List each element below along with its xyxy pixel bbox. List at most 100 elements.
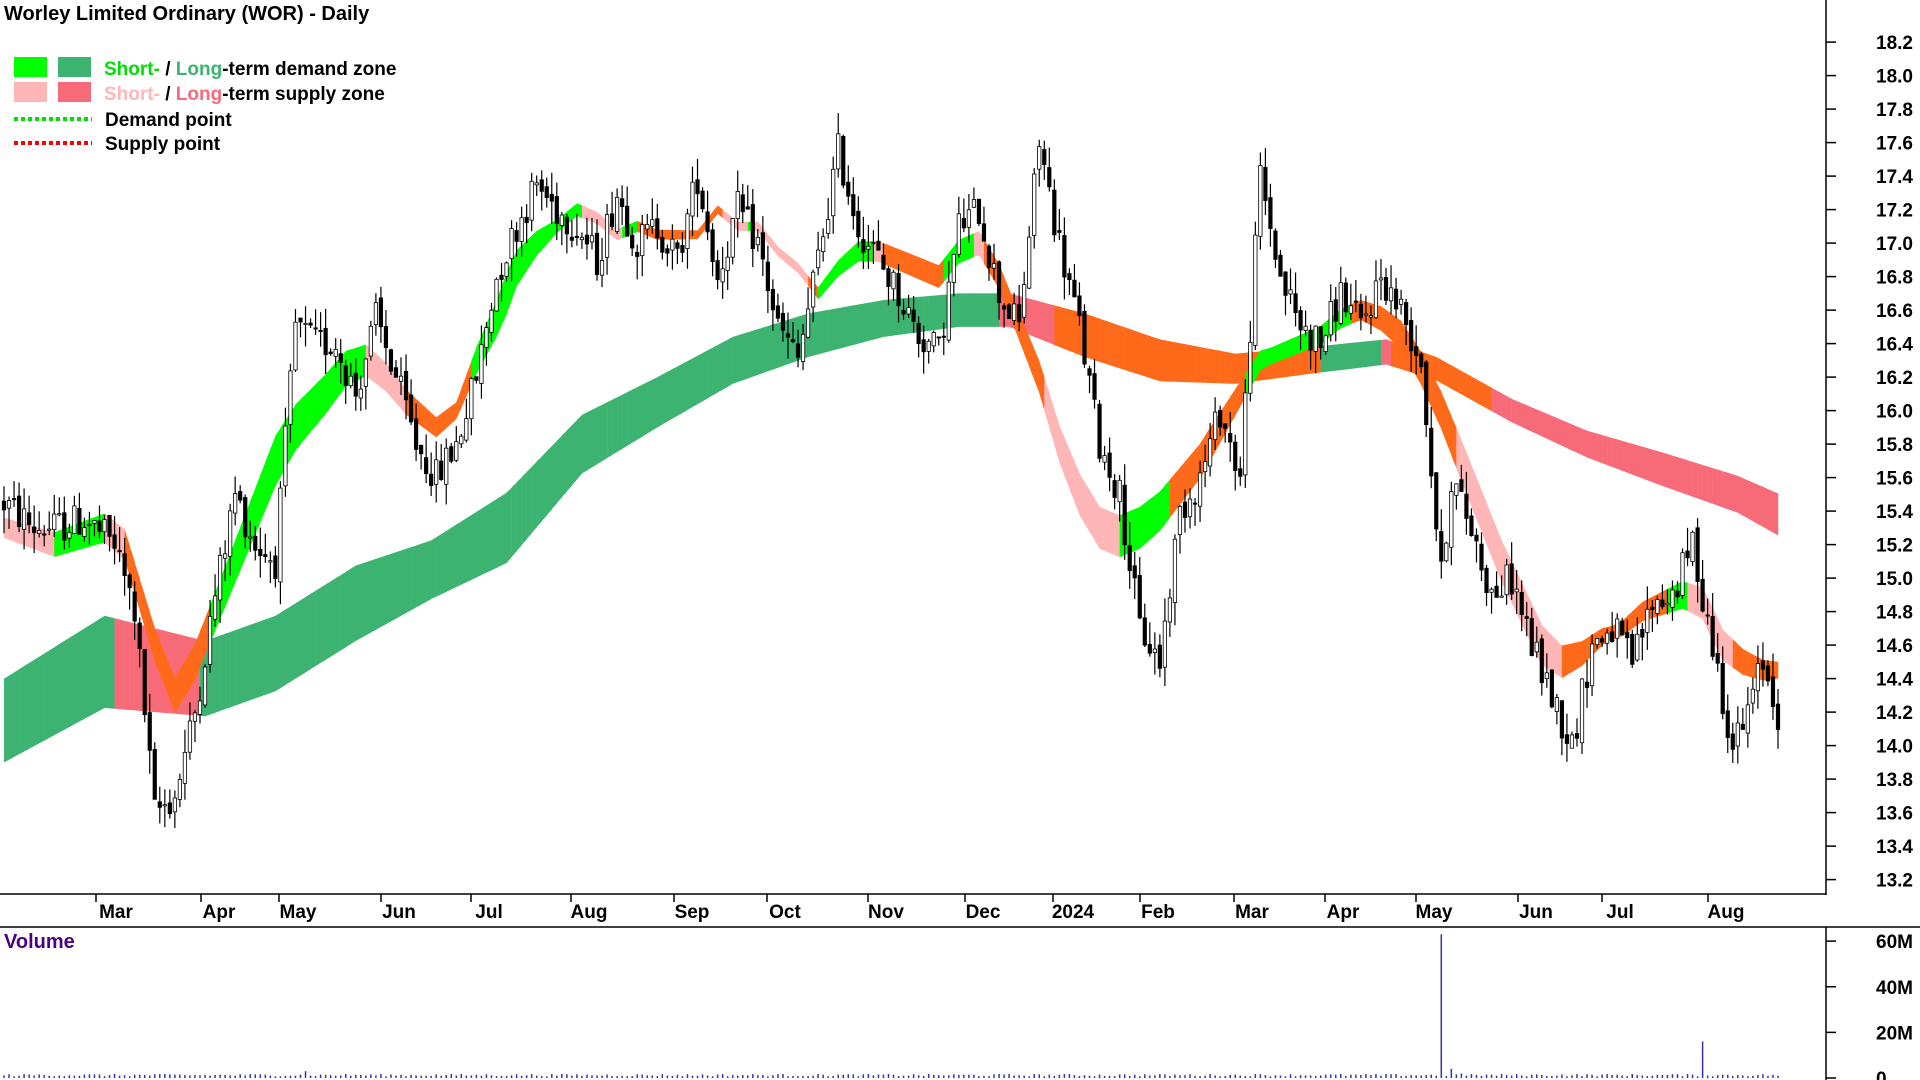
short-zone-segment xyxy=(300,394,306,445)
candle-body xyxy=(127,574,132,589)
candle-body xyxy=(1298,310,1303,331)
candle-body xyxy=(630,234,635,249)
short-zone-segment xyxy=(1139,503,1146,549)
candle-body xyxy=(886,268,891,287)
price-tick-label: 15.8 xyxy=(1876,435,1913,456)
candle-body xyxy=(429,473,434,487)
long-zone-segment xyxy=(1732,474,1739,513)
candle-body xyxy=(1424,361,1429,426)
price-tick-label: 15.2 xyxy=(1876,536,1913,557)
candle-body xyxy=(1469,515,1474,536)
long-zone-segment xyxy=(250,622,256,701)
candle-body xyxy=(1283,271,1288,296)
short-zone-segment xyxy=(1496,527,1502,583)
price-tick-label: 14.8 xyxy=(1876,603,1913,624)
month-label: Jun xyxy=(1519,902,1553,923)
short-zone-segment xyxy=(421,403,427,430)
legend-swatch-long-supply xyxy=(58,82,91,102)
short-zone-segment xyxy=(1149,495,1156,540)
candle-body xyxy=(358,388,363,399)
candle-body xyxy=(1062,235,1067,278)
price-tick-label: 16.4 xyxy=(1876,335,1913,356)
candle-body xyxy=(1620,620,1625,636)
price-tick-label: 16.0 xyxy=(1876,402,1913,423)
candle-body xyxy=(906,307,911,315)
short-zone-segment xyxy=(1576,641,1583,669)
long-zone-segment xyxy=(129,622,135,711)
long-zone-segment xyxy=(737,333,743,383)
short-zone-segment xyxy=(1441,391,1447,443)
candle-body xyxy=(1514,588,1519,593)
candle-body xyxy=(720,268,725,283)
long-zone-segment xyxy=(350,565,357,645)
long-zone-segment xyxy=(1632,443,1638,477)
short-zone-segment xyxy=(426,408,432,434)
candle-body xyxy=(1278,254,1283,277)
long-zone-segment xyxy=(406,547,412,613)
candle-body xyxy=(876,240,881,251)
long-zone-segment xyxy=(1662,452,1668,488)
long-zone-segment xyxy=(873,300,879,340)
long-zone-segment xyxy=(928,295,934,331)
long-zone-segment xyxy=(1491,387,1497,414)
candle-body xyxy=(1067,273,1072,281)
candle-body xyxy=(695,179,700,195)
candle-body xyxy=(1197,472,1203,507)
candle-body xyxy=(117,550,122,553)
long-zone-segment xyxy=(1210,348,1216,384)
long-zone-segment xyxy=(868,301,874,341)
long-zone-segment xyxy=(395,550,402,619)
short-zone-segment xyxy=(853,241,859,266)
short-zone-segment xyxy=(1039,360,1045,411)
long-zone-segment xyxy=(722,339,728,390)
long-zone-segment xyxy=(516,477,522,552)
short-zone-segment xyxy=(134,562,140,611)
candle-body xyxy=(1127,545,1132,571)
short-zone-segment xyxy=(1391,313,1397,345)
candle-body xyxy=(1419,353,1424,368)
long-zone-segment xyxy=(833,308,839,351)
candle-body xyxy=(1072,279,1077,298)
short-zone-segment xyxy=(938,258,945,288)
candle-body xyxy=(1594,637,1600,646)
candle-body xyxy=(1228,433,1233,443)
candle-body xyxy=(454,441,459,461)
candle-body xyxy=(604,214,610,258)
short-zone-segment xyxy=(1260,349,1266,371)
long-zone-segment xyxy=(1089,315,1095,361)
candle-body xyxy=(243,497,248,538)
candle-body xyxy=(931,332,936,347)
candle-body xyxy=(323,327,328,356)
long-zone-segment xyxy=(1637,445,1643,479)
candle-body xyxy=(1037,146,1042,170)
volume-title: Volume xyxy=(4,931,75,953)
candle-body xyxy=(1,500,7,511)
short-zone-segment xyxy=(772,240,779,257)
candle-body xyxy=(1489,588,1494,593)
long-zone-segment xyxy=(476,508,482,578)
candle-body xyxy=(1122,484,1127,546)
candle-body xyxy=(529,180,534,221)
candle-body xyxy=(856,210,861,238)
long-zone-segment xyxy=(466,514,472,583)
candle-body xyxy=(800,333,806,362)
candle-body xyxy=(338,353,343,363)
candle-body xyxy=(760,232,765,260)
long-zone-segment xyxy=(732,335,738,384)
candle-body xyxy=(112,534,117,549)
price-tick-label: 15.6 xyxy=(1876,469,1913,490)
long-zone-segment xyxy=(1059,306,1065,349)
long-zone-segment xyxy=(1184,344,1191,383)
long-zone-segment xyxy=(1712,468,1718,506)
long-zone-segment xyxy=(1380,339,1387,366)
short-zone-segment xyxy=(787,254,794,269)
long-zone-segment xyxy=(1642,446,1648,481)
candle-body xyxy=(97,520,102,533)
short-zone-segment xyxy=(767,234,774,250)
candle-body xyxy=(1760,660,1766,670)
short-zone-segment xyxy=(672,229,678,240)
candle-body xyxy=(202,666,208,706)
long-zone-segment xyxy=(823,309,829,353)
long-zone-segment xyxy=(1511,398,1517,425)
candle-body xyxy=(223,553,228,559)
